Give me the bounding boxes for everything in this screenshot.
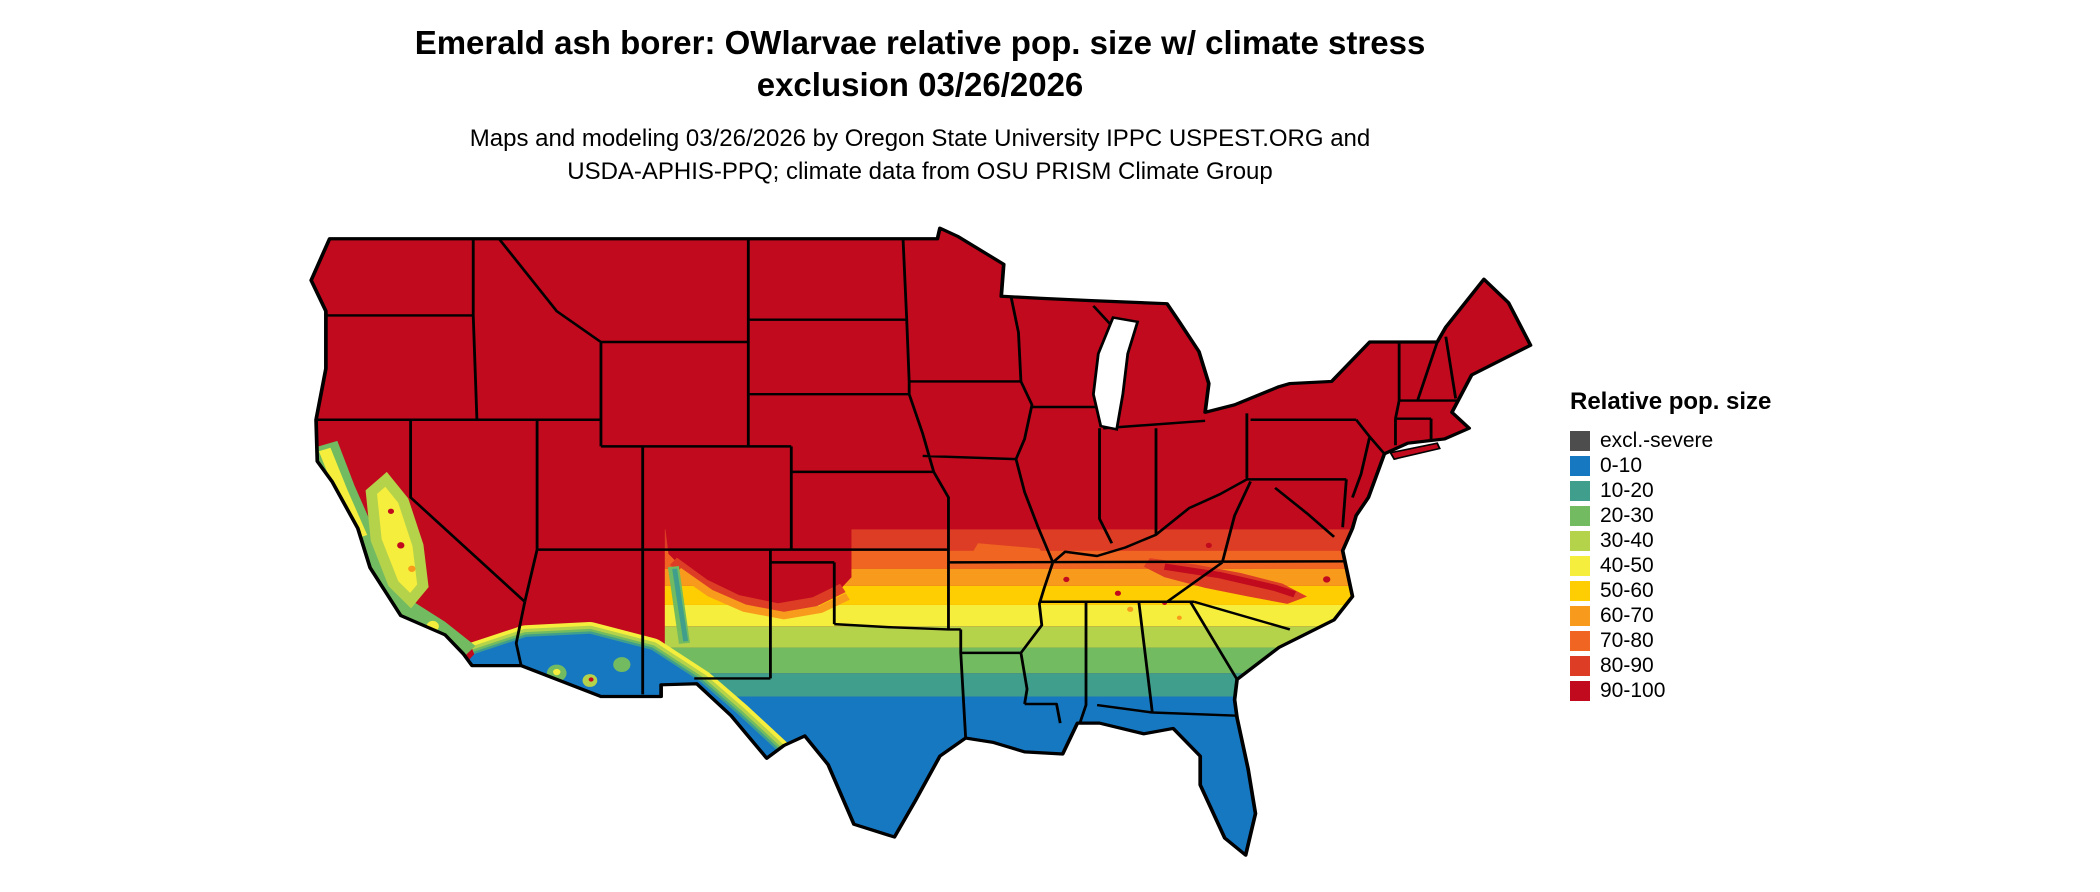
legend-swatch: [1570, 630, 1590, 651]
header: Emerald ash borer: OWlarvae relative pop…: [0, 22, 1840, 188]
legend-swatch: [1570, 655, 1590, 676]
band-30-40: [664, 626, 1531, 648]
legend-swatch: [1570, 430, 1590, 451]
legend-item: 90-100: [1570, 678, 1830, 703]
us-map-svg: [309, 226, 1533, 857]
speckle: [1205, 542, 1212, 549]
band-40-50: [664, 604, 1531, 627]
legend-swatch: [1570, 580, 1590, 601]
band-10-20: [664, 673, 1531, 697]
legend-label: excl.-severe: [1600, 429, 1714, 452]
legend-label: 60-70: [1600, 604, 1654, 627]
legend-item: 30-40: [1570, 528, 1830, 553]
us-map: [305, 226, 1533, 886]
subtitle-line2: USDA-APHIS-PPQ; climate data from OSU PR…: [567, 158, 1273, 185]
legend-title: Relative pop. size: [1570, 388, 1772, 415]
subtitle-line1: Maps and modeling 03/26/2026 by Oregon S…: [469, 125, 1371, 152]
legend-label: 10-20: [1600, 479, 1654, 502]
map-title-line1: Emerald ash borer: OWlarvae relative pop…: [414, 24, 1426, 61]
rio-grande-teal: [672, 568, 689, 642]
legend-swatch: [1570, 680, 1590, 701]
legend-label: 30-40: [1600, 529, 1654, 552]
legend-item: 10-20: [1570, 478, 1830, 503]
speckle: [1114, 590, 1122, 596]
appalachian-core: [1163, 563, 1297, 598]
fill-layers: [311, 228, 1531, 856]
band-70-80: [664, 550, 1531, 569]
lake-michigan: [1091, 316, 1140, 431]
legend-swatch: [1570, 555, 1590, 576]
legend-item: 60-70: [1570, 603, 1830, 628]
speckle: [1063, 576, 1070, 583]
band-20-30: [664, 647, 1531, 674]
legend-label: 70-80: [1600, 629, 1654, 652]
band-60-70: [664, 568, 1531, 586]
speckle: [1127, 606, 1134, 612]
az-green-blob2: [613, 657, 631, 673]
legend-label: 50-60: [1600, 579, 1654, 602]
legend-item: excl.-severe: [1570, 428, 1830, 453]
az-red-dot: [588, 677, 594, 682]
az-yellow-core: [553, 668, 561, 676]
speckle: [1176, 615, 1182, 620]
long-island: [1389, 442, 1441, 461]
legend-items: excl.-severe 0-10 10-20 20-30 30-40 40-50 50-6…: [1570, 428, 1830, 703]
west-orange-fringe: [669, 557, 846, 614]
state-borders: [316, 238, 1458, 739]
legend-label: 90-100: [1600, 679, 1666, 702]
legend-swatch: [1570, 505, 1590, 526]
legend-item: 70-80: [1570, 628, 1830, 653]
ozark-dip: [971, 543, 1050, 567]
legend-swatch: [1570, 530, 1590, 551]
legend-item: 40-50: [1570, 553, 1830, 578]
legend-swatch: [1570, 605, 1590, 626]
legend: Relative pop. size excl.-severe 0-10 10-20…: [1570, 388, 1830, 703]
ca-red-dot2: [387, 508, 395, 514]
legend-label: 20-30: [1600, 504, 1654, 527]
map-title-line2: exclusion 03/26/2026: [756, 66, 1084, 103]
band-0-10: [664, 696, 1531, 856]
ca-red-dot1: [397, 542, 405, 549]
legend-label: 80-90: [1600, 654, 1654, 677]
legend-swatch: [1570, 480, 1590, 501]
us-outline: [309, 226, 1533, 857]
legend-swatch: [1570, 455, 1590, 476]
legend-item: 50-60: [1570, 578, 1830, 603]
band-50-60: [664, 585, 1531, 605]
west-orange-fringe2: [675, 568, 850, 620]
speckle: [1323, 576, 1331, 583]
legend-label: 40-50: [1600, 554, 1654, 577]
ca-orange-dot: [408, 565, 416, 572]
legend-item: 80-90: [1570, 653, 1830, 678]
legend-item: 0-10: [1570, 453, 1830, 478]
band-80-90: [664, 529, 1531, 551]
legend-label: 0-10: [1600, 454, 1643, 477]
subtitle: Maps and modeling 03/26/2026 by Oregon S…: [0, 122, 1840, 188]
legend-item: 20-30: [1570, 503, 1830, 528]
